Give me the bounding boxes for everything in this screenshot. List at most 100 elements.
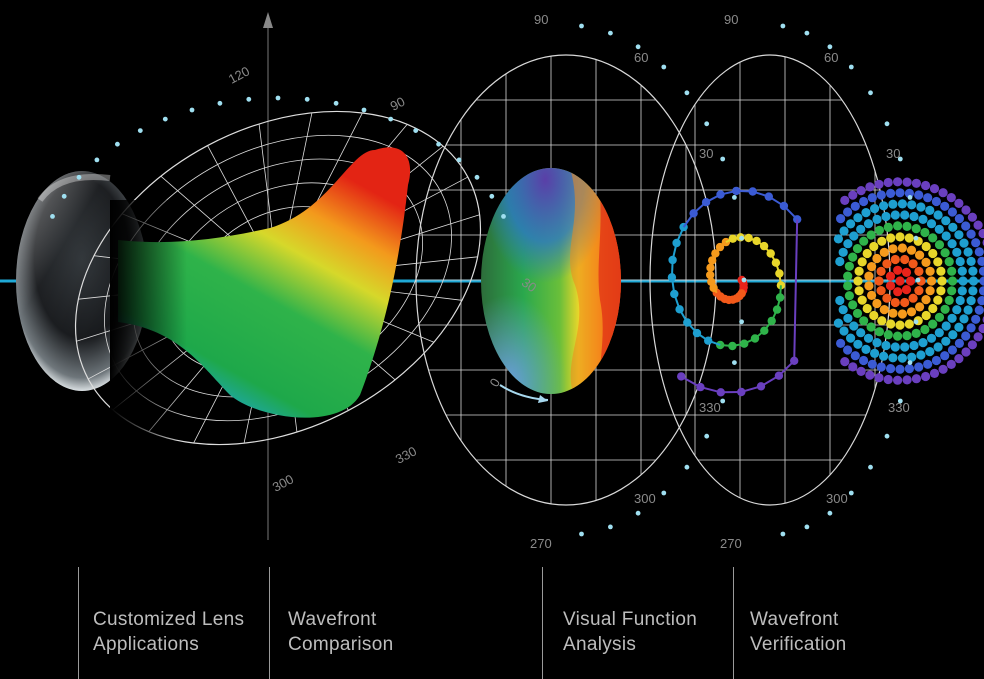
cluster-point xyxy=(947,266,957,276)
cluster-point xyxy=(883,177,893,188)
spiral-point xyxy=(728,341,737,351)
cluster-point xyxy=(893,287,903,297)
caption-text: Wavefront Verification xyxy=(750,607,847,657)
cluster-point xyxy=(844,291,855,301)
cluster-point xyxy=(936,286,946,296)
cluster-point xyxy=(914,362,924,372)
spiral-point xyxy=(775,293,785,302)
spiral-point xyxy=(756,382,766,391)
cluster-point xyxy=(840,357,850,367)
cluster-point xyxy=(902,375,912,385)
cluster-point xyxy=(916,350,926,360)
cluster-point xyxy=(921,295,931,305)
label-mid-330: 330 xyxy=(699,400,721,415)
cluster-point xyxy=(900,297,910,308)
cluster-point xyxy=(864,281,874,291)
spiral-point xyxy=(737,387,746,397)
perimeter-dot xyxy=(915,277,921,283)
cluster-point xyxy=(915,302,925,312)
cluster-point xyxy=(940,201,950,211)
cluster-point xyxy=(897,353,908,363)
cluster-point xyxy=(874,327,885,337)
cluster-point xyxy=(961,221,971,231)
cluster-point xyxy=(848,362,858,372)
cluster-point xyxy=(882,259,892,269)
perimeter-dot xyxy=(897,398,903,404)
spiral-point xyxy=(728,234,737,243)
label-left-90: 90 xyxy=(388,94,408,114)
cluster-point xyxy=(959,314,969,324)
caption-visual-function-analysis: Visual Function Analysis xyxy=(542,567,697,679)
cluster-point xyxy=(971,314,981,324)
caption-wavefront-verification: Wavefront Verification xyxy=(733,567,846,679)
cluster-point xyxy=(870,204,880,214)
spiral-dot-plot xyxy=(667,186,802,397)
cluster-point xyxy=(907,352,917,362)
cluster-point xyxy=(897,243,908,253)
cluster-point xyxy=(954,322,964,332)
cluster-point xyxy=(909,211,919,222)
spiral-point xyxy=(750,334,760,343)
cluster-point xyxy=(861,208,871,218)
cluster-point xyxy=(876,362,886,372)
cluster-point xyxy=(904,319,914,329)
cluster-point xyxy=(874,179,884,189)
cluster-point xyxy=(928,319,938,329)
cluster-point xyxy=(895,188,905,198)
cluster-point xyxy=(890,297,900,308)
cluster-point xyxy=(859,355,869,366)
cluster-point xyxy=(923,359,933,369)
cluster-point xyxy=(869,241,879,252)
cluster-point xyxy=(923,193,933,203)
cluster-point xyxy=(934,224,944,234)
cluster-point xyxy=(959,238,969,248)
cluster-point xyxy=(929,184,940,194)
perimeter-dot xyxy=(884,121,890,127)
cluster-point xyxy=(866,322,876,332)
cluster-point xyxy=(846,219,856,229)
perimeter-dot xyxy=(137,128,143,134)
cluster-point xyxy=(914,286,924,296)
cluster-point xyxy=(915,250,925,260)
cluster-point xyxy=(929,368,940,378)
cluster-point xyxy=(918,338,928,348)
perimeter-dot xyxy=(189,107,195,113)
perimeter-dot xyxy=(868,90,873,96)
cluster-point xyxy=(888,244,898,254)
cluster-point xyxy=(890,254,900,265)
cluster-point xyxy=(888,353,898,363)
cluster-point xyxy=(843,313,853,323)
cluster-point xyxy=(931,196,942,207)
perimeter-dot xyxy=(684,464,690,470)
cluster-point xyxy=(849,231,859,241)
label-left-30: 30 xyxy=(519,275,539,296)
cluster-point xyxy=(938,364,948,374)
cluster-point xyxy=(856,328,866,338)
cluster-point xyxy=(940,304,950,314)
cluster-point xyxy=(838,247,848,257)
cluster-point xyxy=(895,232,905,242)
cluster-point xyxy=(848,252,858,262)
cluster-point xyxy=(941,216,951,226)
cluster-point xyxy=(954,230,964,240)
spiral-point xyxy=(716,190,725,199)
cluster-point xyxy=(883,330,893,340)
cluster-point xyxy=(835,256,845,267)
cluster-point xyxy=(843,271,853,281)
perimeter-dot xyxy=(704,121,710,127)
cluster-point xyxy=(876,190,886,200)
caption-wavefront-comparison: Wavefront Comparison xyxy=(269,567,393,679)
cluster-point xyxy=(933,257,943,267)
cluster-point xyxy=(911,178,922,188)
perimeter-dot xyxy=(704,433,710,439)
cluster-point xyxy=(904,233,914,243)
label-right-30: 30 xyxy=(886,146,900,161)
cluster-point xyxy=(933,295,943,305)
perimeter-dot xyxy=(848,490,854,496)
cluster-point xyxy=(966,229,976,239)
cluster-point xyxy=(848,300,858,310)
cluster-point xyxy=(876,266,886,276)
cluster-point xyxy=(920,324,930,335)
cluster-point xyxy=(883,222,893,232)
label-left-0: 0 xyxy=(486,376,503,390)
